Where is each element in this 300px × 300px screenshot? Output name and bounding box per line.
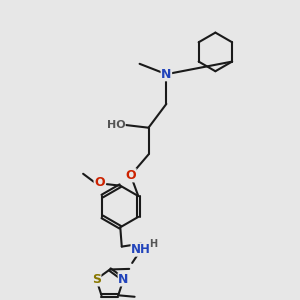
- Text: NH: NH: [131, 243, 151, 256]
- Text: O: O: [125, 169, 136, 182]
- Text: HO: HO: [106, 120, 125, 130]
- Text: N: N: [118, 273, 129, 286]
- Text: S: S: [92, 273, 101, 286]
- Text: H: H: [149, 239, 158, 249]
- Text: N: N: [161, 68, 172, 81]
- Text: O: O: [94, 176, 105, 189]
